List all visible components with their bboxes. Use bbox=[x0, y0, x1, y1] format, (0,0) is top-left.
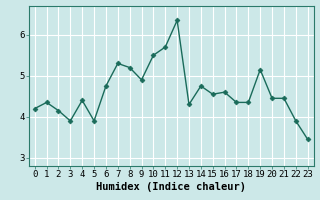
X-axis label: Humidex (Indice chaleur): Humidex (Indice chaleur) bbox=[96, 182, 246, 192]
